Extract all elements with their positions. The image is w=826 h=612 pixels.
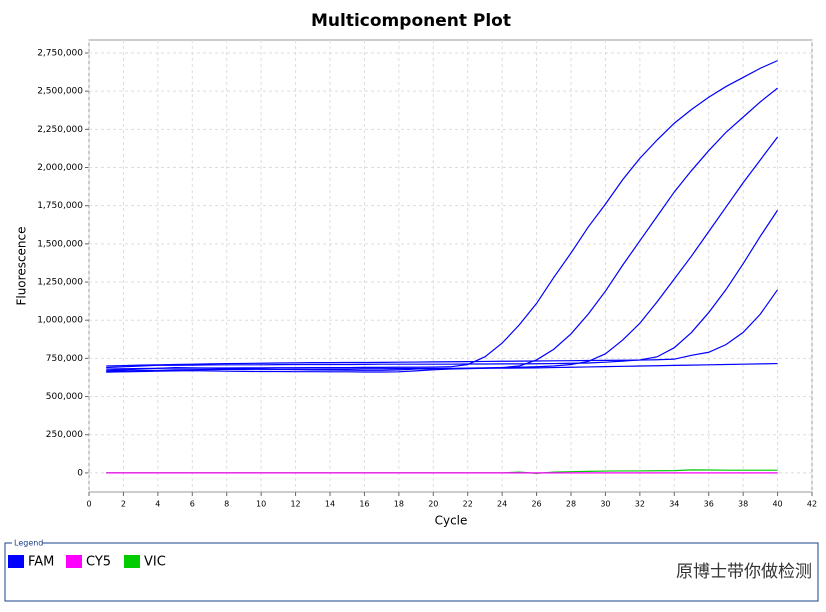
y-tick-label: 1,250,000 — [37, 278, 83, 288]
x-tick-label: 12 — [290, 500, 300, 509]
series-line — [106, 209, 779, 369]
x-tick-label: 30 — [600, 500, 610, 509]
y-tick-label: 250,000 — [46, 430, 83, 440]
y-tick-label: 750,000 — [46, 354, 83, 364]
x-tick-label: 38 — [738, 500, 748, 509]
legend-swatch — [8, 555, 24, 568]
x-tick-label: 24 — [497, 500, 507, 509]
legend-title: Legend — [14, 539, 43, 548]
x-tick-label: 10 — [256, 500, 266, 509]
y-tick-label: 500,000 — [46, 392, 83, 402]
y-tick-label: 2,250,000 — [37, 125, 83, 135]
y-tick-label: 2,500,000 — [37, 87, 83, 97]
plot-area — [88, 39, 813, 493]
y-tick-label: 1,750,000 — [37, 201, 83, 211]
x-tick-label: 26 — [531, 500, 541, 509]
series-line — [106, 289, 779, 367]
legend-swatch — [124, 555, 140, 568]
chart-title: Multicomponent Plot — [311, 11, 511, 31]
x-tick-label: 34 — [669, 500, 679, 509]
y-tick-label: 2,000,000 — [37, 163, 83, 173]
y-axis-label: Fluorescence — [15, 226, 29, 305]
x-tick-label: 0 — [86, 500, 91, 509]
x-tick-label: 22 — [463, 500, 473, 509]
y-tick-label: 1,500,000 — [37, 239, 83, 249]
x-tick-label: 2 — [121, 500, 126, 509]
legend-label: FAM — [28, 555, 54, 570]
y-tick-label: 0 — [77, 468, 83, 478]
x-tick-label: 18 — [394, 500, 404, 509]
x-tick-label: 36 — [704, 500, 714, 509]
y-tick-label: 2,750,000 — [37, 48, 83, 58]
x-tick-label: 14 — [325, 500, 335, 509]
x-tick-label: 6 — [190, 500, 195, 509]
legend-label: VIC — [144, 555, 166, 570]
x-tick-label: 16 — [359, 500, 369, 509]
legend-label: CY5 — [86, 555, 111, 570]
x-tick-label: 42 — [807, 500, 817, 509]
watermark: 原博士带你做检测 — [676, 562, 812, 582]
legend-box — [4, 542, 819, 602]
legend-swatch — [66, 555, 82, 568]
series-line — [106, 362, 778, 373]
series-line — [106, 136, 779, 371]
x-tick-label: 4 — [155, 500, 160, 509]
x-axis-label: Cycle — [435, 514, 468, 528]
x-tick-label: 8 — [224, 500, 229, 509]
legend-title-bg — [12, 538, 42, 548]
x-tick-label: 28 — [566, 500, 576, 509]
x-tick-label: 32 — [635, 500, 645, 509]
x-tick-label: 40 — [772, 500, 782, 509]
y-tick-label: 1,000,000 — [37, 316, 83, 326]
x-tick-label: 20 — [428, 500, 438, 509]
